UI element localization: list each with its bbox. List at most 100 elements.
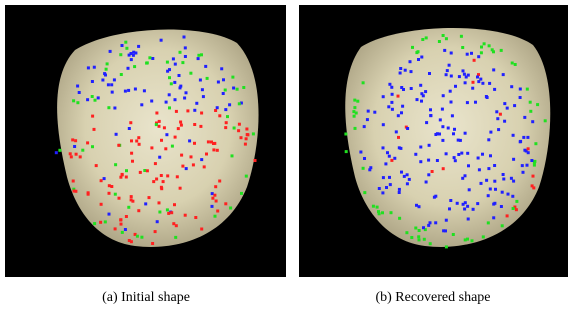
landmark-dot [487, 167, 490, 170]
figure: (a) Initial shape (b) Recovered shape [0, 0, 575, 318]
landmark-dot [462, 203, 465, 206]
landmark-dot [382, 176, 385, 179]
landmark-dot [438, 40, 441, 43]
landmark-dot [240, 136, 243, 139]
landmark-dot [127, 206, 130, 209]
landmark-dot [390, 159, 393, 162]
landmark-dot [151, 57, 154, 60]
landmark-dot [423, 238, 426, 241]
landmark-dot [388, 155, 391, 158]
landmark-dot [178, 74, 181, 77]
landmark-dot [129, 121, 132, 124]
landmark-dot [120, 73, 123, 76]
landmark-dot [481, 82, 484, 85]
landmark-dot [78, 91, 81, 94]
landmark-dot [201, 88, 204, 91]
landmark-dot [472, 81, 475, 84]
landmark-dot [427, 224, 430, 227]
landmark-dot [212, 148, 215, 151]
landmark-dot [106, 62, 109, 65]
landmark-dot [115, 133, 118, 136]
landmark-dot [511, 195, 514, 198]
landmark-dot [244, 143, 247, 146]
landmark-dot [183, 97, 186, 100]
landmark-dot [135, 140, 138, 143]
landmark-dot [172, 57, 175, 60]
landmark-dot [398, 188, 401, 191]
landmark-dot [108, 213, 111, 216]
landmark-dot [91, 95, 94, 98]
landmark-dot [410, 236, 413, 239]
landmark-dot [532, 175, 535, 178]
landmark-dot [113, 78, 116, 81]
landmark-dot [207, 140, 210, 143]
landmark-dot [456, 202, 459, 205]
landmark-dot [428, 72, 431, 75]
landmark-dot [177, 127, 180, 130]
landmark-dot [419, 160, 422, 163]
landmark-dot [406, 127, 409, 130]
landmark-dot [395, 130, 398, 133]
landmark-dot [146, 61, 149, 64]
landmark-dot [384, 162, 387, 165]
landmark-dot [160, 39, 163, 42]
landmark-dot [373, 111, 376, 114]
landmark-dot [488, 82, 491, 85]
landmark-dot [168, 93, 171, 96]
landmark-dot [506, 214, 509, 217]
landmark-dot [138, 143, 141, 146]
landmark-dot [529, 110, 532, 113]
landmark-dot [185, 167, 188, 170]
landmark-dot [463, 73, 466, 76]
landmark-dot [72, 180, 75, 183]
landmark-dot [399, 67, 402, 70]
landmark-dot [523, 116, 526, 119]
landmark-dot [118, 197, 121, 200]
landmark-dot [86, 141, 89, 144]
landmark-dot [179, 51, 182, 54]
landmark-dot [245, 128, 248, 131]
landmark-dot [480, 51, 483, 54]
landmark-dot [461, 46, 464, 49]
landmark-dot [397, 114, 400, 117]
landmark-dot [164, 147, 167, 150]
landmark-dot [363, 157, 366, 160]
landmark-dot [353, 99, 356, 102]
landmark-dot [391, 93, 394, 96]
landmark-dot [458, 75, 461, 78]
landmark-dot [501, 191, 504, 194]
landmark-dot [519, 88, 522, 91]
landmark-dot [155, 178, 158, 181]
landmark-dot [81, 149, 84, 152]
landmark-dot [132, 51, 135, 54]
landmark-dot [189, 72, 192, 75]
landmark-dot [100, 179, 103, 182]
landmark-dot [485, 179, 488, 182]
landmark-dot [180, 124, 183, 127]
landmark-dot [121, 44, 124, 47]
landmark-dot [137, 136, 140, 139]
landmark-dot [150, 100, 153, 103]
landmark-dot [200, 112, 203, 115]
landmark-dot [101, 79, 104, 82]
landmark-dot [55, 151, 58, 154]
landmark-dot [533, 164, 536, 167]
landmark-dot [140, 103, 143, 106]
landmark-dot [442, 229, 445, 232]
landmark-dot [512, 207, 515, 210]
landmark-dot [519, 140, 522, 143]
landmark-dot [422, 94, 425, 97]
landmark-dot [453, 128, 456, 131]
landmark-dot [136, 235, 139, 238]
landmark-dot [467, 164, 470, 167]
landmark-dot [420, 56, 423, 59]
landmark-dot [91, 80, 94, 83]
landmark-dot [515, 200, 518, 203]
landmark-dot [544, 119, 547, 122]
landmark-dot [155, 112, 158, 115]
landmark-dot [390, 211, 393, 214]
landmark-dot [410, 87, 413, 90]
landmark-dot [491, 48, 494, 51]
landmark-dot [76, 85, 79, 88]
landmark-dot [199, 125, 202, 128]
